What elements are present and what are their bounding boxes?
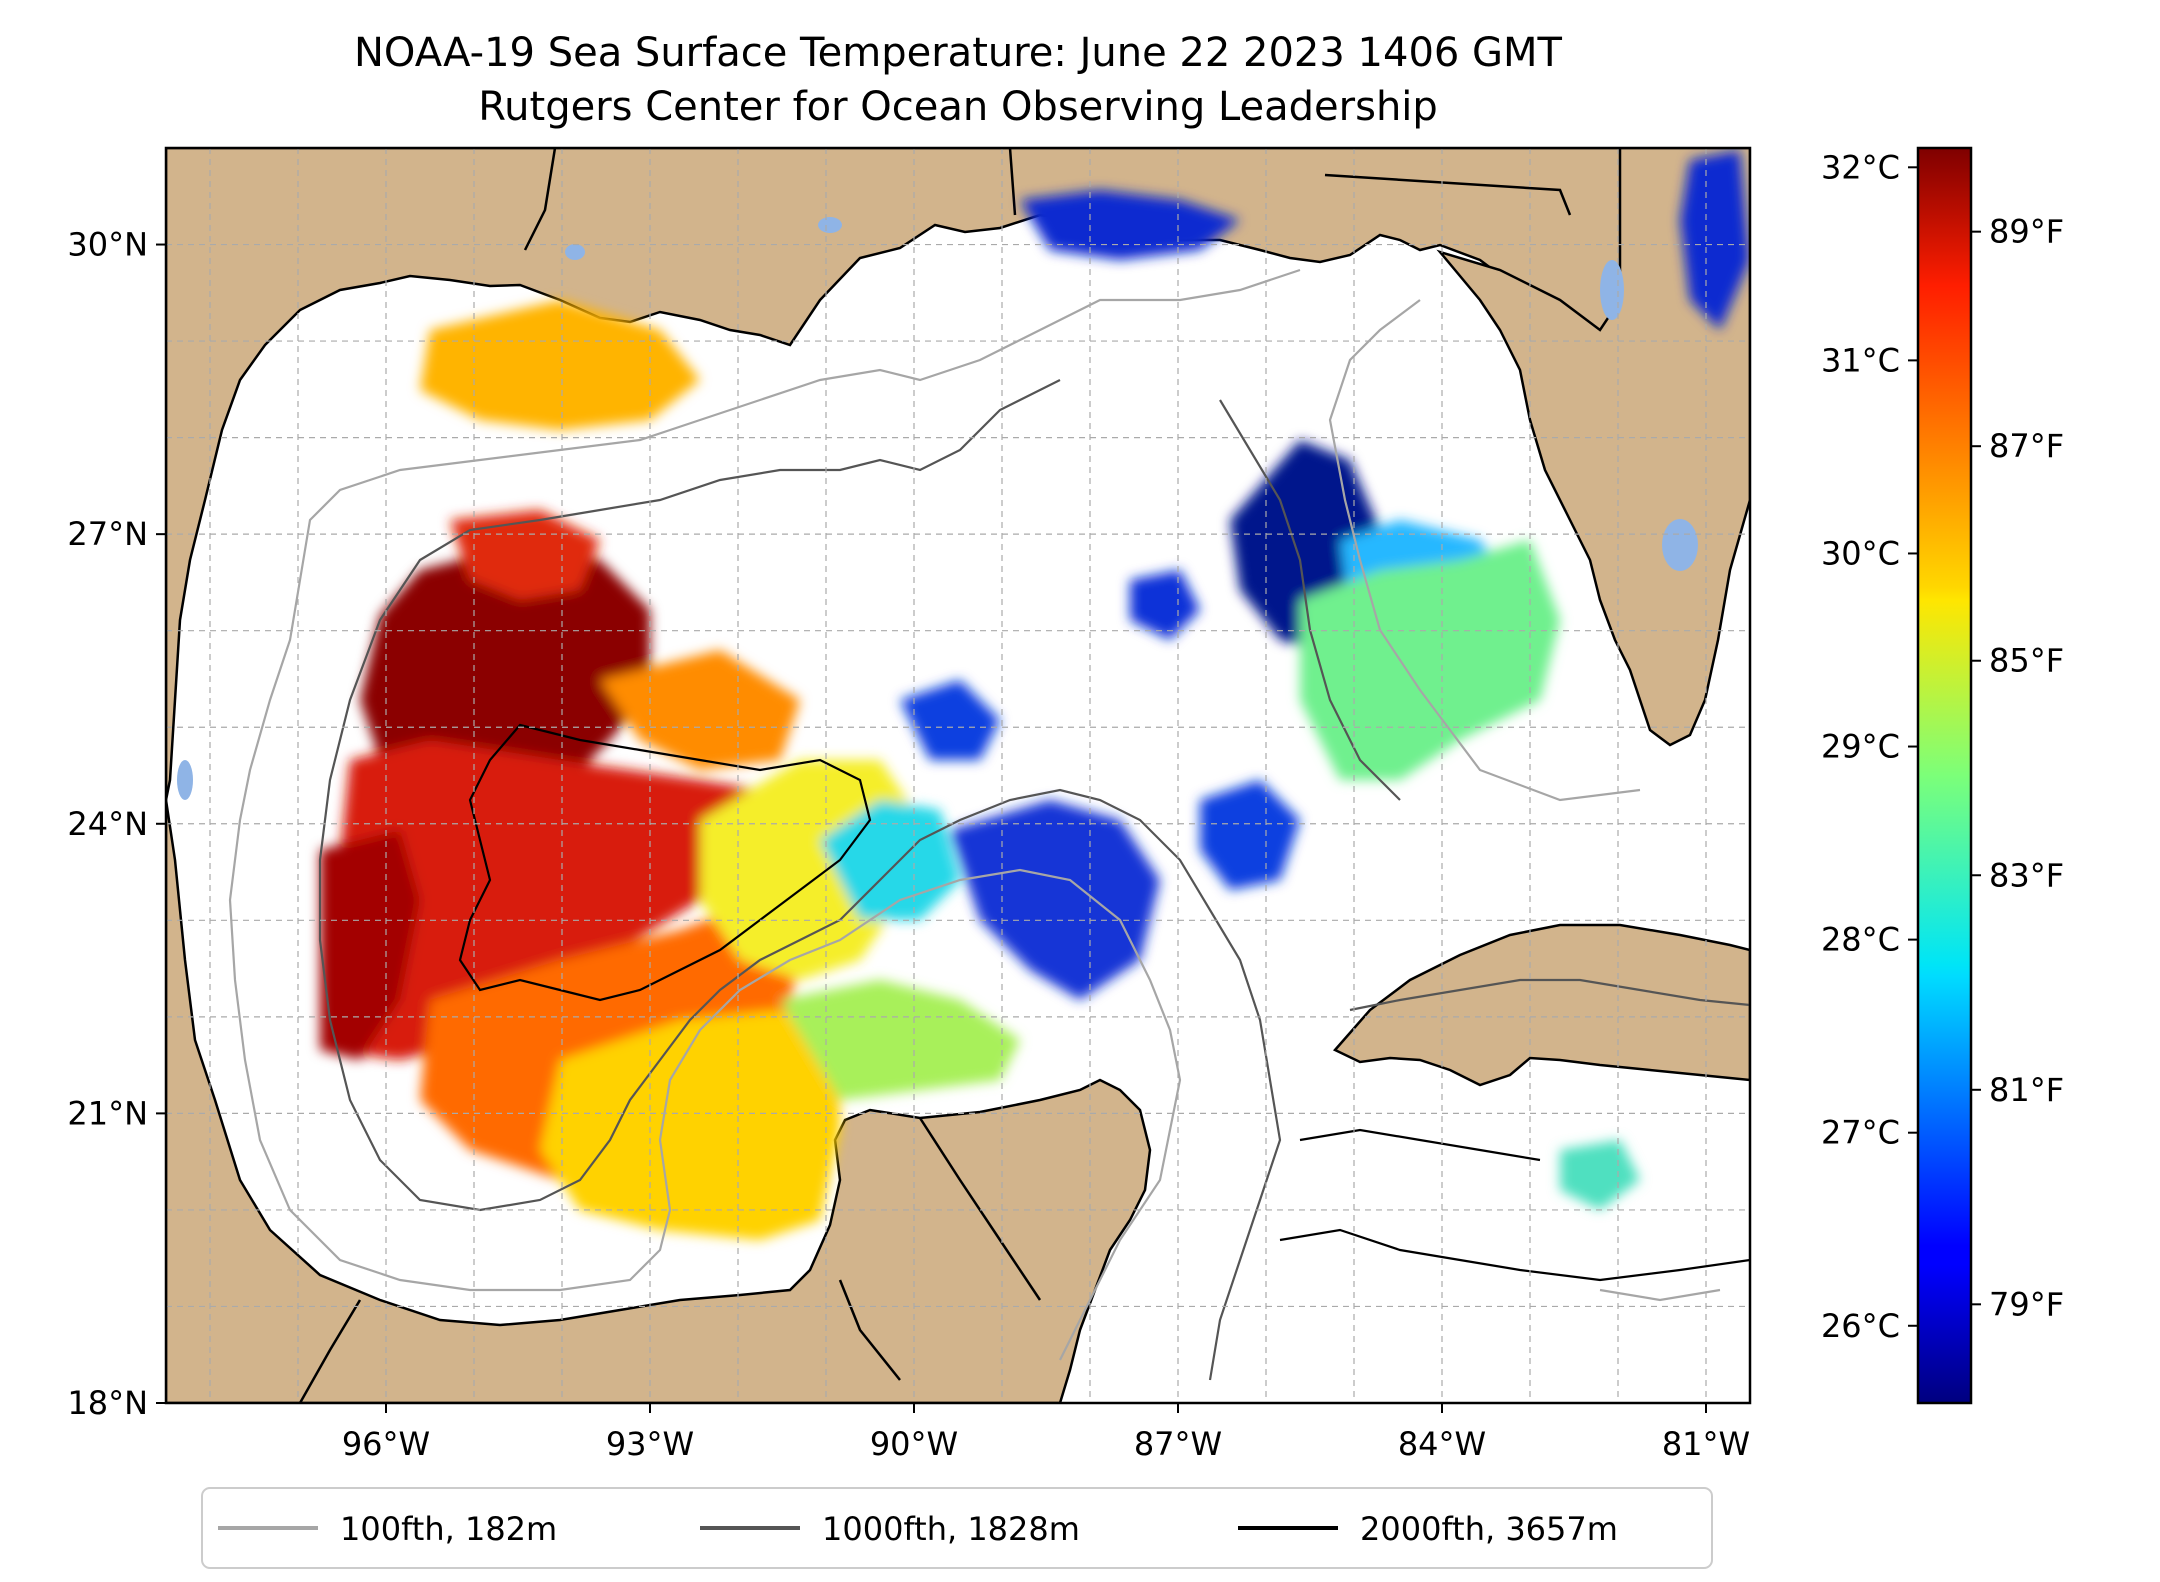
sst-patch-dark-west [320,830,420,1060]
sst-swath [320,150,1750,1240]
land-florida [1436,148,1750,747]
lat-tick-label: 24°N [67,805,148,843]
lon-tick-label: 96°W [342,1425,430,1463]
border-lines [298,148,1572,1403]
sst-patch-blue-north [1020,190,1240,260]
lake-icon [818,217,842,233]
sst-patch-red [330,740,760,1060]
sst-patch-cyan-cuba [1560,1140,1640,1210]
celsius-tick-label: 26°C [1821,1307,1900,1345]
colorbar: 26°C 27°C 28°C 29°C 30°C 31°C 32°C 79°F 81°F 83°… [1821,146,2064,1405]
colorbar-gradient [1918,148,1971,1403]
fahrenheit-tick-label: 85°F [1989,642,2064,680]
celsius-tick-label: 28°C [1821,921,1900,959]
sst-patch-blue [950,800,1160,1000]
sst-patch-dark-blue-florida [1680,150,1750,330]
lon-tick-label: 84°W [1398,1425,1486,1463]
colorbar-frame [1916,146,1973,1405]
land-cuba [1332,923,1750,1087]
fahrenheit-tick-label: 81°F [1989,1071,2064,1109]
legend-label-100fth: 100fth, 182m [340,1510,557,1548]
celsius-tick-label: 31°C [1821,341,1900,379]
contour-legend: 100fth, 182m 1000fth, 1828m 2000fth, 365… [201,1487,1713,1569]
sst-patch-blue-campeche [900,680,1000,760]
latitude-ticks: 18°N 21°N 24°N 27°N 30°N [67,226,166,1422]
fahrenheit-tick-label: 89°F [1989,213,2064,251]
legend-label-1000fth: 1000fth, 1828m [822,1510,1080,1548]
celsius-tick-label: 29°C [1821,728,1900,766]
map-area [166,148,1750,1403]
sst-patch-yellow-north [420,300,700,430]
contour-2000fth [458,723,1750,1282]
lake-icon [177,760,193,800]
lon-tick-label: 90°W [870,1425,958,1463]
sst-patch-yellow-south [540,1010,840,1240]
map-gridlines [166,148,1750,1403]
lake-icon [565,244,585,260]
fahrenheit-ticks: 79°F 81°F 83°F 85°F 87°F 89°F [1971,213,2064,1323]
lat-tick-label: 30°N [67,226,148,264]
celsius-tick-label: 30°C [1821,534,1900,572]
fahrenheit-tick-label: 87°F [1989,427,2064,465]
fahrenheit-tick-label: 83°F [1989,856,2064,894]
lon-tick-label: 93°W [606,1425,694,1463]
lon-tick-label: 81°W [1662,1425,1750,1463]
fahrenheit-tick-label: 79°F [1989,1285,2064,1323]
map-frame [164,146,1752,1405]
sst-patch-green-east [1300,540,1560,780]
lon-tick-label: 87°W [1134,1425,1222,1463]
sst-patch-green [780,980,1020,1100]
map-title: NOAA-19 Sea Surface Temperature: June 22… [354,30,1563,76]
celsius-tick-label: 32°C [1821,148,1900,186]
lake-icon [1600,260,1624,320]
legend-box [201,1487,1713,1569]
sst-patch-blue-mid [1130,570,1200,640]
legend-label-2000fth: 2000fth, 3657m [1360,1510,1618,1548]
celsius-tick-label: 27°C [1821,1114,1900,1152]
lat-tick-label: 21°N [67,1094,148,1132]
sst-patch-deep-red [360,545,650,800]
lat-tick-label: 27°N [67,515,148,553]
longitude-ticks: 96°W 93°W 90°W 87°W 84°W 81°W [342,1403,1750,1463]
sst-patch-orange [420,900,800,1180]
lat-tick-label: 18°N [67,1384,148,1422]
map-subtitle: Rutgers Center for Ocean Observing Leade… [478,84,1438,130]
lake-okeechobee-icon [1662,519,1698,571]
celsius-ticks: 26°C 27°C 28°C 29°C 30°C 31°C 32°C [1821,148,1918,1345]
sst-patch-blue-east [1200,780,1300,890]
sst-patch-cyan [820,800,960,920]
